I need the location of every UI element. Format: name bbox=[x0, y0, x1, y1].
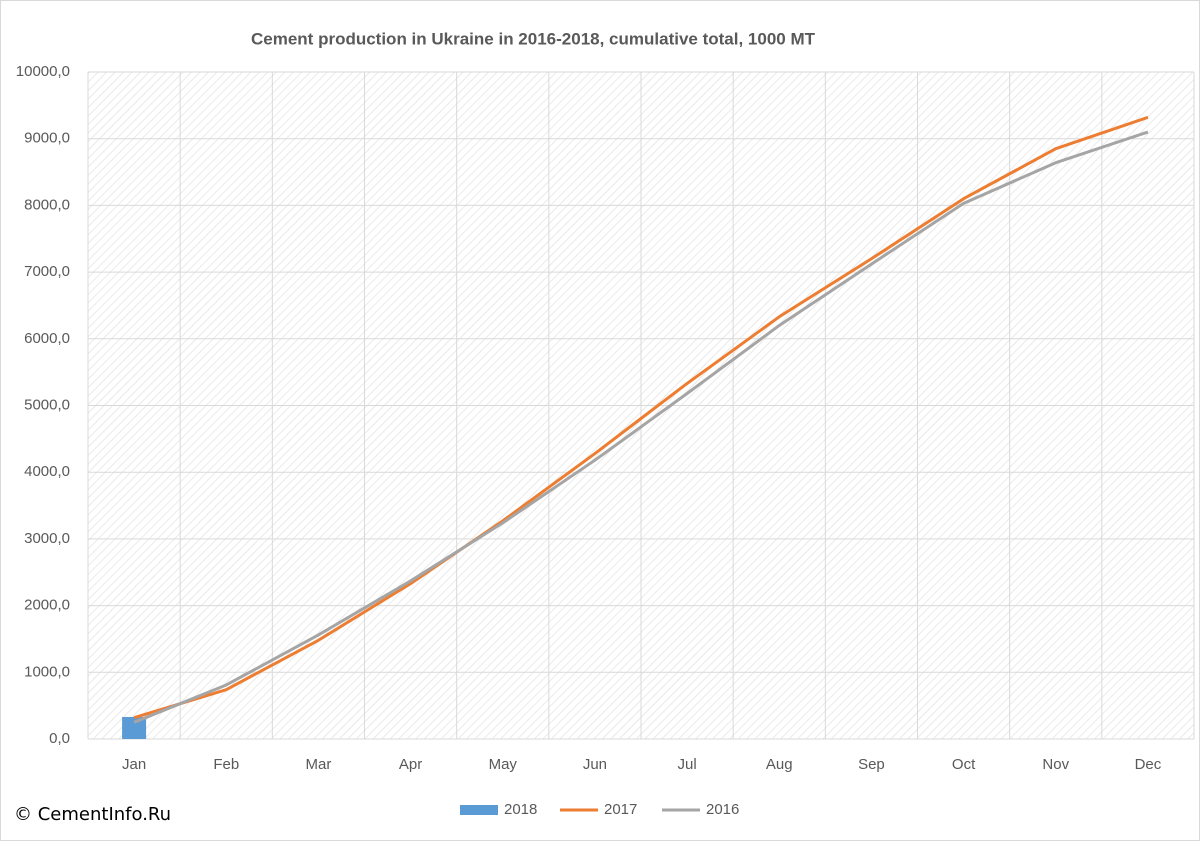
y-tick-label: 10000,0 bbox=[16, 63, 70, 80]
x-tick-label: Feb bbox=[213, 756, 239, 773]
x-tick-label: Apr bbox=[399, 756, 422, 773]
y-tick-label: 8000,0 bbox=[24, 196, 70, 213]
x-tick-label: Dec bbox=[1135, 756, 1162, 773]
legend-label: 2017 bbox=[604, 801, 637, 818]
bar bbox=[122, 716, 147, 739]
x-tick-label: Jul bbox=[677, 756, 696, 773]
legend-label: 2016 bbox=[706, 801, 739, 818]
source: © CementInfo.Ru bbox=[14, 804, 171, 825]
x-tick-label: Sep bbox=[858, 756, 885, 773]
y-tick-label: 2000,0 bbox=[24, 597, 70, 614]
y-tick-label: 0,0 bbox=[49, 730, 70, 747]
legend-label: 2018 bbox=[504, 801, 537, 818]
x-tick-label: Oct bbox=[952, 756, 976, 773]
y-tick-label: 5000,0 bbox=[24, 396, 70, 413]
x-tick-label: Aug bbox=[766, 756, 793, 773]
x-tick-label: Jan bbox=[122, 756, 146, 773]
y-tick-label: 7000,0 bbox=[24, 263, 70, 280]
x-tick-label: Jun bbox=[583, 756, 607, 773]
x-tick-label: Mar bbox=[305, 756, 331, 773]
legend-swatch bbox=[460, 805, 498, 815]
x-tick-label: May bbox=[489, 756, 518, 773]
line bbox=[133, 130, 1149, 724]
y-tick-label: 1000,0 bbox=[24, 663, 70, 680]
y-tick-label: 4000,0 bbox=[24, 463, 70, 480]
x-tick-label: Nov bbox=[1042, 756, 1069, 773]
y-tick-label: 3000,0 bbox=[24, 530, 70, 547]
line bbox=[133, 115, 1149, 720]
chart-title: Cement production in Ukraine in 2016-201… bbox=[251, 29, 816, 48]
y-tick-label: 6000,0 bbox=[24, 330, 70, 347]
y-tick-label: 9000,0 bbox=[24, 130, 70, 147]
